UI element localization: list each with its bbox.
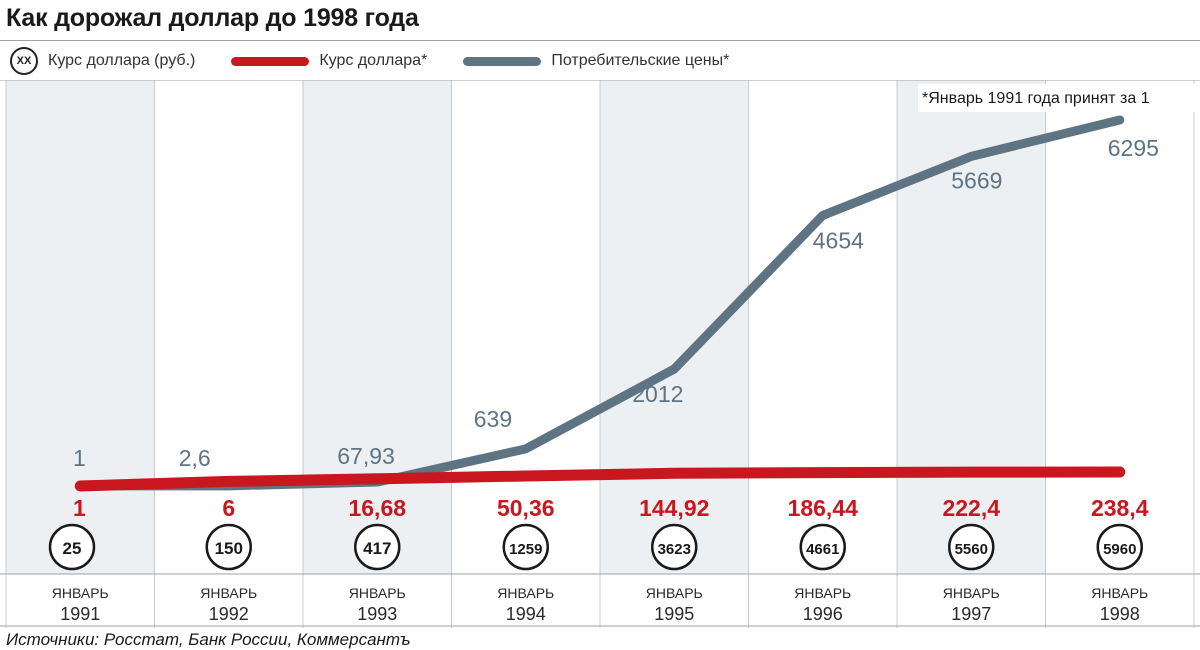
dollar-rate-marker: 417 [354,523,401,571]
x-tick-year: 1992 [209,604,249,624]
legend-label-consumer-prices: Потребительские цены* [551,52,730,69]
data-label-consumer-prices: 67,93 [337,443,395,469]
footnote-box: *Январь 1991 года принят за 1 [918,84,1200,112]
dollar-rate-marker: 4661 [799,523,846,571]
data-label-dollar-index: 1 [73,495,86,521]
legend-line-consumer-prices [463,56,542,66]
x-tick-month: ЯНВАРЬ [943,585,1000,601]
dollar-rate-value: 4661 [806,541,839,558]
data-label-consumer-prices: 5669 [951,167,1002,193]
dollar-rate-value: 25 [63,539,82,558]
dollar-rate-circle [651,523,698,571]
data-label-dollar-index: 50,36 [497,495,555,521]
dollar-rate-marker: 3623 [651,523,698,571]
x-tick-month: ЯНВАРЬ [52,585,109,601]
x-tick-year: 1993 [357,604,397,624]
data-label-dollar-index: 222,4 [942,495,1000,521]
x-tick-year: 1996 [803,604,843,624]
column-shade [600,80,749,574]
dollar-rate-circle [502,523,549,571]
data-label-consumer-prices: 4654 [813,227,864,253]
legend-circle-symbol: XX [10,47,38,75]
x-tick-month: ЯНВАРЬ [200,585,257,601]
dollar-rate-value: 5960 [1103,541,1136,558]
footnote-text: *Январь 1991 года принят за 1 [922,90,1150,107]
x-tick-month: ЯНВАРЬ [497,585,554,601]
dollar-rate-marker: 5960 [1096,523,1143,571]
x-tick-year: 1997 [951,604,991,624]
data-label-consumer-prices: 639 [474,406,512,432]
x-tick-month: ЯНВАРЬ [349,585,406,601]
column-shade [897,80,1046,574]
x-tick-year: 1995 [654,604,694,624]
x-tick-month: ЯНВАРЬ [794,585,851,601]
dollar-rate-value: 150 [215,539,243,558]
data-label-consumer-prices: 1 [73,445,86,471]
data-label-consumer-prices: 6295 [1108,135,1159,161]
dollar-rate-value: 5560 [955,541,988,558]
data-label-dollar-index: 6 [222,495,235,521]
dollar-rate-value: 417 [363,539,391,558]
dollar-rate-marker: 150 [205,523,252,571]
x-tick-year: 1998 [1100,604,1140,624]
x-tick-month: ЯНВАРЬ [1091,585,1148,601]
series-line-dollar-index [74,466,1126,492]
title-divider [0,40,1200,41]
data-label-dollar-index: 186,44 [788,495,859,521]
dollar-rate-marker: 5560 [948,523,995,571]
data-label-dollar-index: 144,92 [639,495,709,521]
data-label-consumer-prices: 2012 [632,381,683,407]
legend: XX Курс доллара (руб.) Курс доллара* Пот… [10,44,729,78]
dollar-rate-marker: 1259 [502,523,549,571]
dollar-rate-value: 1259 [509,541,542,558]
dollar-rate-circle [205,523,252,571]
dollar-rate-circle [48,523,96,571]
footnote-background [918,84,1200,112]
data-label-dollar-index: 16,68 [348,495,406,521]
chart-plot: *Январь 1991 года принят за 11 2,6 67,9363… [0,80,1200,628]
dollar-rate-circle [799,523,846,571]
dollar-rate-circle [1096,523,1143,571]
x-tick-year: 1994 [506,604,546,624]
chart-title: Как дорожал доллар до 1998 года [6,4,419,32]
x-tick-year: 1991 [60,604,100,624]
column-shade [6,80,155,574]
data-label-dollar-index: 238,4 [1091,495,1149,521]
dollar-rate-value: 3623 [658,541,691,558]
column-shade [303,80,452,574]
x-tick-month: ЯНВАРЬ [646,585,703,601]
dollar-rate-circle [948,523,995,571]
sources-note: Источники: Росстат, Банк России, Коммерс… [6,630,411,649]
dollar-rate-circle [354,523,401,571]
legend-line-dollar-index [231,56,310,66]
dollar-rate-marker: 25 [48,523,96,571]
legend-label-dollar-index: Курс доллара* [319,52,428,69]
legend-label-dollar-rub: Курс доллара (руб.) [48,52,196,69]
data-label-consumer-prices: 2,6 [179,445,211,471]
